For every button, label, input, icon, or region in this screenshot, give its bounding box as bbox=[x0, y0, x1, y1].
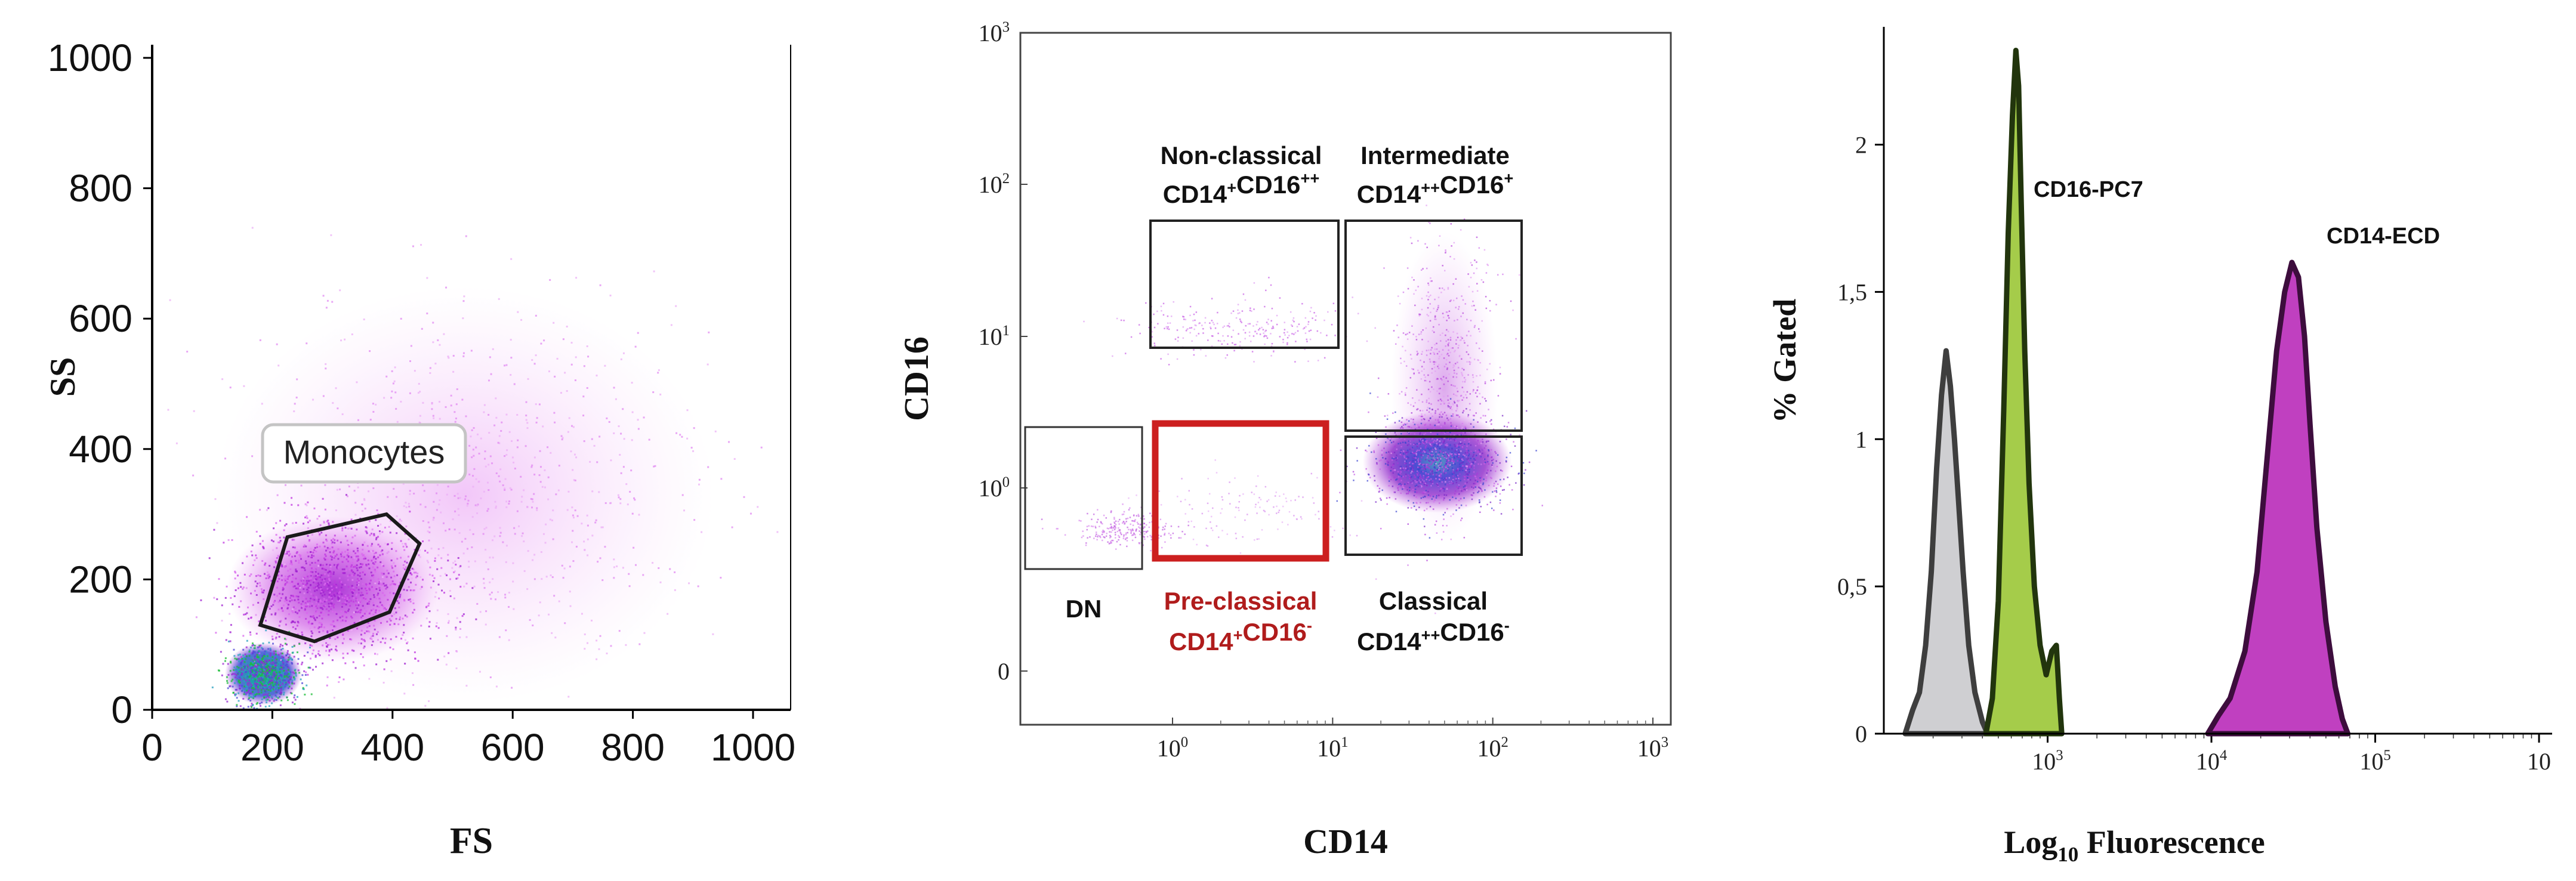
y-tick-label: 0 bbox=[998, 658, 1010, 685]
y-tick-label: 0 bbox=[1855, 721, 1867, 747]
x-tick-label: 10 bbox=[2527, 748, 2551, 775]
y-tick-label: 1 bbox=[1855, 426, 1867, 453]
x-tick-label: 104 bbox=[2196, 747, 2228, 775]
axis-ticks: 100 101 102 103 0 100 101 102 103 bbox=[979, 19, 1669, 762]
cd14-ecd-histogram bbox=[2205, 259, 2351, 737]
cd14-ecd-label: CD14-ECD bbox=[2327, 224, 2440, 249]
non-classical-gate bbox=[1149, 220, 1340, 349]
x-tick-label: 800 bbox=[601, 726, 665, 769]
panel-cd14-cd16: 100 101 102 103 0 100 101 102 103 Non-classical … bbox=[883, 0, 1719, 881]
y-tick-label: 103 bbox=[979, 19, 1010, 47]
y-tick-label: 200 bbox=[69, 558, 132, 601]
x-tick-label: 200 bbox=[240, 726, 304, 769]
monocytes-gate-label: Monocytes bbox=[283, 433, 445, 471]
axis-ticks: 0 0,5 1 1,5 2 103 104 105 10 bbox=[1837, 132, 2551, 775]
y-tick-label: 600 bbox=[69, 297, 132, 340]
non-classical-name: Non-classical bbox=[1161, 141, 1322, 169]
dn-name: DN bbox=[1066, 595, 1102, 623]
cd16-pc7-label: CD16-PC7 bbox=[2034, 177, 2143, 202]
dn-gate bbox=[1024, 426, 1143, 570]
events-layer bbox=[1041, 191, 1543, 614]
y-axis-title: CD16 bbox=[897, 336, 936, 421]
y-tick-label: 0 bbox=[111, 688, 132, 731]
intermediate-phenotype: CD14++CD16+ bbox=[1357, 169, 1514, 208]
density-background bbox=[214, 286, 715, 706]
y-tick-label: 100 bbox=[979, 474, 1010, 502]
monocytes-gate bbox=[258, 512, 422, 644]
x-tick-label: 105 bbox=[2359, 747, 2390, 775]
y-tick-label: 1000 bbox=[48, 36, 132, 79]
x-tick-label: 600 bbox=[481, 726, 545, 769]
classical-gate bbox=[1344, 435, 1523, 556]
x-tick-label: 101 bbox=[1317, 734, 1348, 762]
monocytes-label-box bbox=[261, 423, 467, 484]
panel-histogram: 0 0,5 1 1,5 2 103 104 105 10 CD16-PC7 CD14-ECD L… bbox=[1753, 0, 2576, 881]
pre-classical-name: Pre-classical bbox=[1164, 587, 1318, 615]
y-tick-label: 102 bbox=[979, 171, 1010, 198]
cd16-pc7-histogram bbox=[1983, 48, 2065, 737]
pre-classical-phenotype: CD14+CD16- bbox=[1169, 616, 1312, 656]
non-classical-phenotype: CD14+CD16++ bbox=[1163, 169, 1320, 208]
fs-ss-scatter-plot: 0 200 400 600 800 1000 0 200 400 600 800 1000 Monoc… bbox=[43, 36, 796, 861]
x-axis-title: FS bbox=[450, 821, 493, 861]
x-tick-label: 100 bbox=[1157, 734, 1188, 762]
x-axis-title: CD14 bbox=[1303, 822, 1388, 861]
x-tick-label: 103 bbox=[1637, 734, 1668, 762]
classical-phenotype: CD14++CD16- bbox=[1357, 616, 1510, 656]
y-tick-label: 101 bbox=[979, 323, 1010, 350]
x-tick-label: 0 bbox=[141, 726, 163, 769]
axis-ticks: 0 200 400 600 800 1000 0 200 400 600 800 1000 bbox=[48, 36, 796, 769]
pre-classical-gate bbox=[1152, 420, 1329, 562]
x-tick-label: 103 bbox=[2032, 747, 2063, 775]
y-tick-label: 1,5 bbox=[1837, 279, 1867, 305]
panel-fs-ss: 0 200 400 600 800 1000 0 200 400 600 800 1000 Monoc… bbox=[0, 0, 823, 881]
classical-name: Classical bbox=[1379, 587, 1488, 615]
intermediate-gate bbox=[1344, 220, 1523, 432]
intermediate-name: Intermediate bbox=[1361, 141, 1510, 169]
x-tick-label: 1000 bbox=[711, 726, 795, 769]
y-axis-title: % Gated bbox=[1767, 299, 1803, 424]
y-tick-label: 2 bbox=[1855, 132, 1867, 159]
x-tick-label: 400 bbox=[360, 726, 424, 769]
x-axis-title: Log10 Fluorescence bbox=[2004, 824, 2265, 866]
fluorescence-histogram: 0 0,5 1 1,5 2 103 104 105 10 CD16-PC7 CD14-ECD L… bbox=[1767, 27, 2552, 866]
y-tick-label: 800 bbox=[69, 167, 132, 210]
y-tick-label: 0,5 bbox=[1837, 573, 1867, 600]
x-tick-label: 102 bbox=[1477, 734, 1508, 762]
isotype-histogram bbox=[1902, 348, 1991, 737]
y-axis-title: SS bbox=[43, 357, 82, 397]
series-layer bbox=[1902, 48, 2351, 737]
y-tick-label: 400 bbox=[69, 428, 132, 471]
